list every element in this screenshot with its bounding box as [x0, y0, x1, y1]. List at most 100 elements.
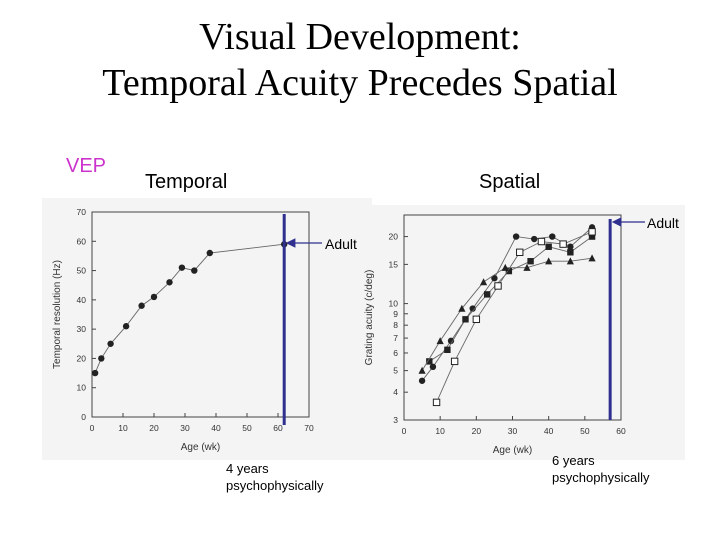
spatial-series-1-point — [418, 377, 426, 384]
temporal-y-tick-label: 30 — [77, 324, 87, 334]
adult-markers — [282, 214, 645, 425]
temporal-x-tick-label: 50 — [242, 423, 252, 433]
temporal-y-tick-label: 50 — [77, 266, 87, 276]
temporal-x-tick-label: 30 — [180, 423, 190, 433]
spatial-series-4-point — [458, 304, 466, 312]
note-temporal-line-2: psychophysically — [226, 478, 324, 493]
spatial-series-1-point — [429, 363, 437, 371]
spatial-series-2-point — [567, 249, 574, 256]
spatial-series-4-point — [566, 257, 574, 265]
spatial-series-4-point — [501, 263, 509, 271]
note-spatial-line-2: psychophysically — [552, 470, 650, 485]
vep-label: VEP — [66, 155, 107, 177]
temporal-series-1-point — [191, 267, 198, 274]
spatial-series-1-point — [447, 337, 455, 345]
temporal-x-tick-label: 60 — [273, 423, 283, 433]
temporal-label: Temporal — [145, 171, 228, 193]
spatial-series-3-point — [494, 282, 502, 290]
spatial-series-2-point — [444, 346, 451, 354]
temporal-series-1-point — [98, 355, 105, 362]
spatial-series-1-point — [491, 275, 498, 282]
spatial-label: Spatial — [479, 171, 541, 193]
temporal-y-tick-label: 20 — [77, 353, 87, 363]
spatial-series-3-point — [588, 228, 596, 236]
spatial-chart-background — [355, 205, 685, 460]
spatial-series-2-point — [505, 267, 513, 275]
spatial-y-tick-label: 5 — [393, 366, 398, 376]
temporal-x-tick-label: 70 — [304, 423, 314, 433]
spatial-series-4-point — [545, 257, 553, 265]
temporal-chart-background — [42, 198, 372, 460]
spatial-y-tick-label: 15 — [389, 259, 399, 269]
spatial-y-axis-label: Grating acuity (c/deg) — [364, 270, 375, 366]
temporal-series-1-point — [150, 293, 158, 301]
spatial-series-1-point — [512, 233, 520, 240]
spatial-series-2-point — [588, 233, 596, 240]
temporal-plot-frame — [91, 211, 310, 418]
temporal-x-tick-label: 20 — [149, 423, 159, 433]
spatial-series-3-point — [537, 237, 546, 246]
spatial-y-tick-label: 10 — [389, 299, 399, 309]
spatial-series-3-point — [472, 315, 481, 324]
temporal-chart: 0 10 20 30 40 50 60 70 0 10 20 30 40 50 60 70 Age (wk) Te… — [52, 207, 314, 453]
spatial-x-tick-label: 40 — [544, 426, 554, 436]
note-temporal-line-1: 4 years — [226, 461, 269, 476]
temporal-series-1-point — [178, 264, 186, 271]
spatial-series-2-point — [527, 258, 534, 265]
temporal-x-tick-label: 10 — [118, 423, 128, 433]
spatial-y-tick-label: 7 — [393, 333, 398, 343]
temporal-series-1-point — [138, 302, 145, 309]
spatial-series-4-point — [436, 337, 444, 345]
spatial-series-4-point — [523, 263, 531, 271]
temporal-series-1-point — [91, 369, 99, 377]
spatial-y-tick-label: 6 — [393, 348, 398, 358]
spatial-series-1-point — [469, 305, 476, 312]
spatial-x-axis-label: Age (wk) — [493, 445, 532, 456]
spatial-series-2-point — [545, 243, 552, 250]
spatial-series-3-point — [450, 357, 459, 366]
spatial-series-1-point — [549, 233, 556, 240]
temporal-y-tick-label: 60 — [77, 236, 87, 246]
spatial-x-tick-label: 50 — [580, 426, 590, 436]
temporal-series-1-point — [122, 323, 130, 330]
temporal-x-tick-label: 0 — [90, 423, 95, 433]
spatial-series-2-point — [426, 358, 433, 365]
temporal-y-tick-label: 40 — [77, 295, 87, 305]
spatial-y-tick-label: 8 — [393, 320, 398, 330]
spatial-y-tick-label: 9 — [393, 309, 398, 319]
adult-label-spatial: Adult — [647, 215, 679, 231]
spatial-y-tick-label: 3 — [393, 415, 398, 425]
spatial-series-1-point — [531, 235, 538, 243]
spatial-x-tick-label: 20 — [472, 426, 482, 436]
spatial-series-4-point — [588, 254, 596, 262]
spatial-x-tick-label: 0 — [402, 426, 407, 436]
spatial-series-4-point — [418, 366, 426, 374]
spatial-y-tick-label: 4 — [393, 387, 398, 397]
temporal-y-tick-label: 70 — [77, 207, 87, 217]
spatial-series-3-point — [432, 398, 441, 407]
temporal-series-1-point — [107, 340, 114, 347]
temporal-series-1-point — [166, 279, 173, 286]
temporal-y-tick-label: 10 — [77, 383, 87, 393]
adult-label-temporal: Adult — [325, 236, 357, 252]
slide-title-line-2: Temporal Acuity Precedes Spatial — [102, 62, 618, 104]
spatial-x-tick-label: 30 — [508, 426, 518, 436]
spatial-series-1-point — [567, 243, 574, 250]
spatial-series-2-point — [462, 316, 469, 323]
spatial-x-tick-label: 60 — [616, 426, 626, 436]
spatial-series-3-point — [559, 240, 567, 248]
spatial-y-tick-label: 20 — [389, 232, 399, 242]
temporal-y-axis-label: Temporal resolution (Hz) — [52, 260, 63, 369]
temporal-x-axis-label: Age (wk) — [181, 442, 220, 453]
spatial-series-3-point — [516, 248, 524, 256]
temporal-y-tick-label: 0 — [81, 412, 86, 422]
slide-title-line-1: Visual Development: — [199, 16, 521, 58]
spatial-series-4-point — [479, 278, 488, 286]
note-spatial-line-1: 6 years — [552, 453, 595, 468]
temporal-x-tick-label: 40 — [211, 423, 221, 433]
spatial-x-tick-label: 10 — [435, 426, 445, 436]
temporal-series-1-point — [206, 249, 213, 257]
spatial-series-2-point — [483, 291, 491, 298]
